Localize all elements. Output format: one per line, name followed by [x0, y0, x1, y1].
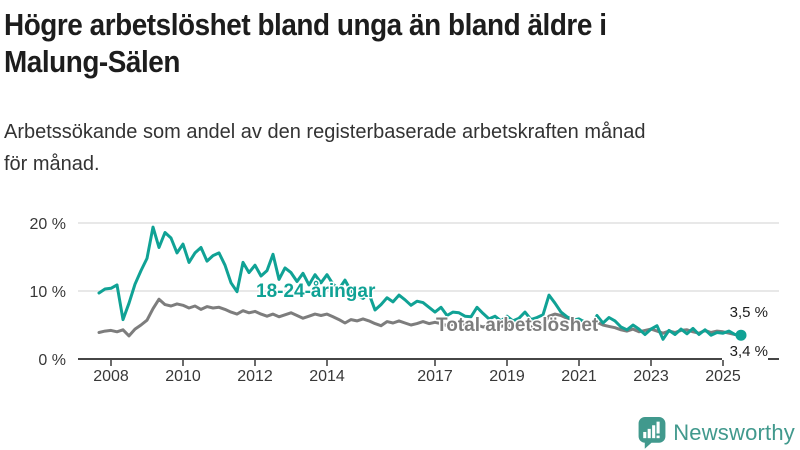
y-tick-label: 10 %: [30, 284, 66, 301]
x-tick-label: 2008: [93, 368, 129, 385]
y-tick-label: 0 %: [38, 352, 66, 369]
x-tick-label: 2017: [417, 368, 453, 385]
unemployment-line-chart: 0 % 10 % 20 % 2008 2010 2012 2014 2017 2019 2021 2…: [0, 185, 800, 400]
x-tick-label: 2012: [237, 368, 273, 385]
page-subtitle: Arbetssökande som andel av den registerb…: [4, 121, 646, 175]
newsworthy-logo-text: Newsworthy: [673, 420, 795, 445]
series-label-total: Total arbetslöshet: [436, 315, 599, 336]
newsworthy-logo[interactable]: Newsworthy: [638, 417, 795, 449]
end-value-label-18-24: 3,5 %: [729, 304, 768, 321]
x-tick-label: 2014: [309, 368, 345, 385]
end-value-label-total: 3,4 %: [722, 344, 768, 360]
x-tick-label: 2010: [165, 368, 201, 385]
x-tick-label: 2025: [705, 368, 741, 385]
newsworthy-speech-bubble-chart-icon: [638, 417, 666, 449]
x-tick-label: 2023: [633, 368, 669, 385]
series-end-dot: [735, 329, 747, 341]
x-tick-label: 2019: [489, 368, 525, 385]
chart-canvas: 0 % 10 % 20 % 2008 2010 2012 2014 2017 2019 2021 2…: [30, 216, 779, 385]
series-label-18-24: 18-24-åringar: [256, 281, 376, 302]
y-tick-label: 20 %: [30, 216, 66, 233]
page-title: Högre arbetslöshet bland unga än bland ä…: [4, 7, 607, 79]
series-line-Total arbetslöshet: [97, 297, 743, 338]
x-tick-label: 2021: [561, 368, 597, 385]
series-line-18-24-åringar: [97, 225, 743, 341]
